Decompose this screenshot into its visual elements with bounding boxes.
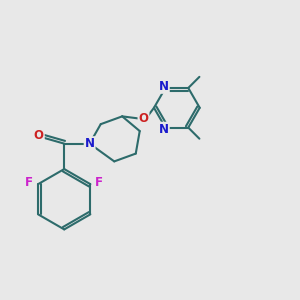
Text: O: O <box>139 112 148 125</box>
Text: F: F <box>25 176 33 189</box>
Text: O: O <box>34 129 44 142</box>
Text: F: F <box>95 176 103 189</box>
Text: N: N <box>159 80 169 93</box>
Text: N: N <box>85 137 94 150</box>
Text: N: N <box>159 123 169 136</box>
